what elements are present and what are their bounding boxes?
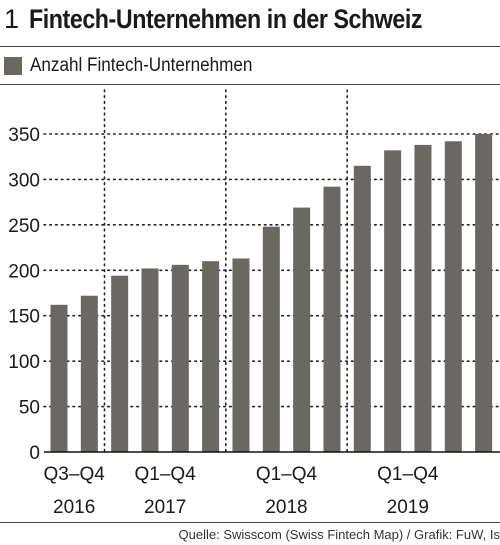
bar <box>202 261 220 452</box>
x-quarter-label: Q1–Q4 <box>256 464 318 485</box>
legend-label: Anzahl Fintech-Unternehmen <box>30 55 253 76</box>
bar <box>444 141 462 453</box>
source-note: Quelle: Swisscom (Swiss Fintech Map) / G… <box>178 527 500 542</box>
chart-title-row: 1 Fintech-Unternehmen in der Schweiz <box>4 4 486 40</box>
chart-title: Fintech-Unternehmen in der Schweiz <box>29 4 423 34</box>
bar <box>384 150 402 452</box>
legend-swatch <box>4 57 22 75</box>
y-tick-label: 0 <box>29 443 40 464</box>
x-year-label: 2019 <box>387 497 429 518</box>
footer-divider <box>0 522 500 523</box>
bar <box>80 295 98 452</box>
y-tick-label: 300 <box>8 170 40 191</box>
x-year-label: 2017 <box>144 497 186 518</box>
bar <box>171 264 189 452</box>
x-quarter-label: Q1–Q4 <box>377 464 439 485</box>
bar <box>232 258 250 452</box>
y-tick-label: 200 <box>8 261 40 282</box>
x-year-label: 2016 <box>53 497 95 518</box>
x-quarter-label: Q1–Q4 <box>135 464 197 485</box>
bar <box>323 186 341 452</box>
bar <box>50 304 68 452</box>
y-tick-label: 350 <box>8 125 40 146</box>
x-year-label: 2018 <box>265 497 307 518</box>
legend-divider <box>0 84 500 85</box>
bar <box>414 144 432 452</box>
bar <box>353 165 371 453</box>
y-tick-label: 100 <box>8 352 40 373</box>
y-tick-label: 50 <box>19 398 40 419</box>
title-divider <box>0 46 500 47</box>
x-quarter-label: Q3–Q4 <box>44 464 106 485</box>
y-tick-label: 250 <box>8 216 40 237</box>
chart-legend: Anzahl Fintech-Unternehmen <box>4 54 277 78</box>
bar <box>141 268 159 452</box>
bar <box>293 207 311 452</box>
figure-number: 1 <box>4 4 20 34</box>
bar <box>111 275 129 452</box>
y-tick-label: 150 <box>8 307 40 328</box>
bar <box>475 134 493 452</box>
bar <box>262 226 280 452</box>
